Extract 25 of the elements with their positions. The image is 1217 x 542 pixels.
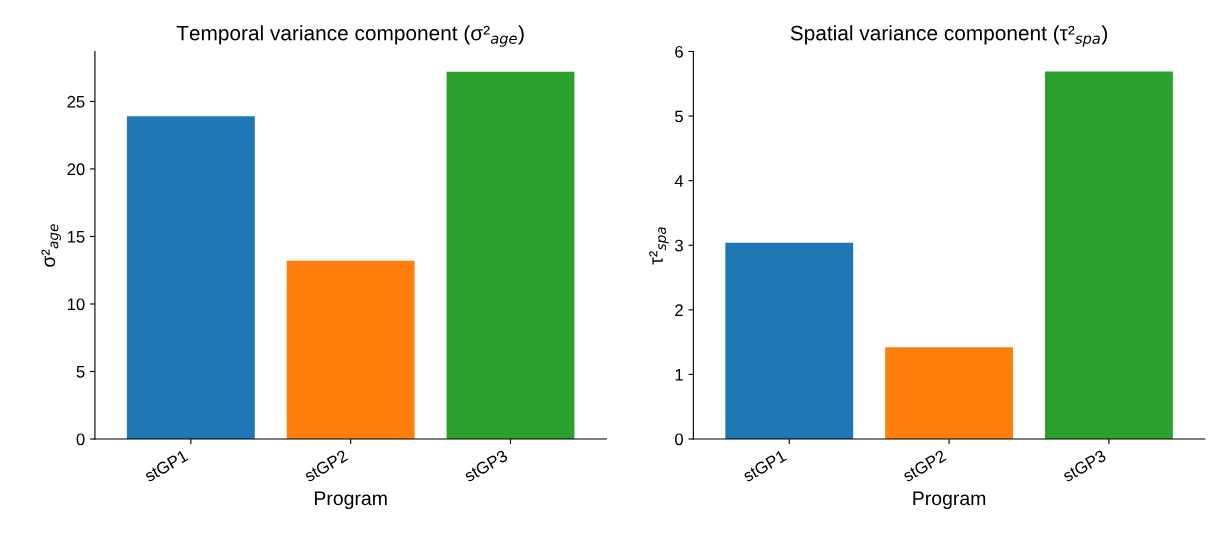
y-tick-label: 10	[67, 298, 85, 311]
y-tick-label: 5	[76, 366, 85, 378]
y-tick-label: 0	[76, 433, 85, 446]
chart-title: Temporal variance component (σ²$_{age}$)	[176, 25, 524, 47]
y-tick-label: 2	[675, 304, 683, 316]
y-tick-label: 5	[675, 110, 683, 123]
y-tick-label: 15	[67, 231, 85, 243]
x-axis-title: Program	[913, 491, 986, 510]
bar	[1044, 71, 1173, 440]
bar	[885, 347, 1014, 440]
bar	[725, 242, 854, 440]
bar	[446, 71, 575, 440]
chart-title: Spatial variance component (τ²$_{spa}$)	[790, 25, 1108, 47]
bar	[286, 260, 415, 440]
y-axis-title: σ²$_{age}$	[41, 224, 61, 267]
y-tick-label: 25	[67, 95, 85, 108]
bar	[126, 116, 255, 440]
y-tick-label: 20	[67, 163, 85, 176]
y-tick-label: 4	[674, 175, 684, 187]
y-axis-title: τ²$_{spa}$	[649, 227, 669, 265]
x-axis-title: Program	[314, 491, 387, 510]
y-tick-label: 3	[675, 239, 683, 252]
y-tick-label: 1	[675, 369, 683, 381]
y-tick-label: 0	[675, 433, 683, 446]
y-tick-label: 6	[675, 45, 683, 58]
